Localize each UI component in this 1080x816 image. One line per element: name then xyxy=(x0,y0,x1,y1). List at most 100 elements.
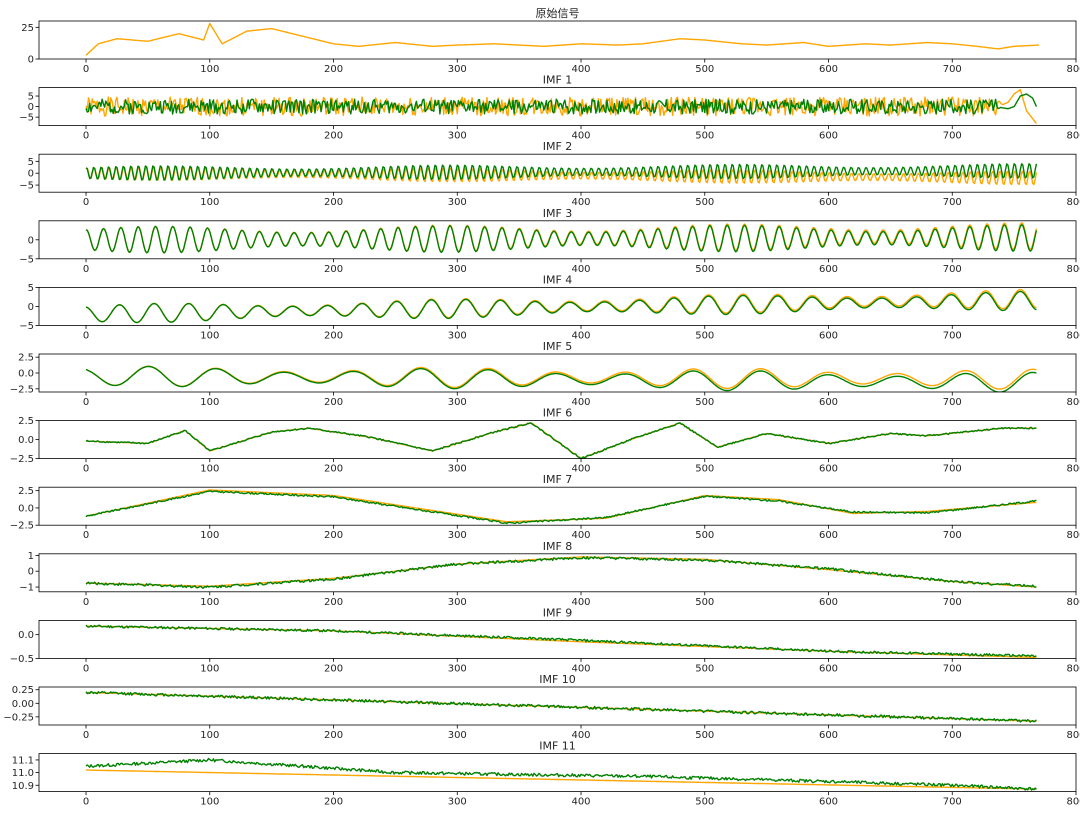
series-line-1 xyxy=(85,224,1038,254)
x-tick-label: 0 xyxy=(83,397,89,408)
x-tick-label: 300 xyxy=(448,64,467,75)
x-tick-label: 600 xyxy=(819,397,838,408)
x-tick-label: 0 xyxy=(83,64,89,75)
x-tick-label: 800 xyxy=(1066,797,1080,808)
y-tick-label: −2.5 xyxy=(10,384,34,395)
x-tick-label: 500 xyxy=(695,797,714,808)
y-tick-label: 2.5 xyxy=(18,486,34,497)
subplot-3: IMF 3 0 100 200 300 400 500 600 700 800 −5 0 xyxy=(19,207,1080,275)
x-tick-label: 500 xyxy=(695,397,714,408)
x-tick-label: 100 xyxy=(200,530,219,541)
series-line-1 xyxy=(85,624,1037,658)
x-tick-label: 200 xyxy=(324,464,343,475)
subplot-2: IMF 20100200300400500600700800−505 xyxy=(19,140,1080,208)
x-tick-label: 200 xyxy=(324,597,343,608)
x-tick-label: 100 xyxy=(200,64,219,75)
x-tick-label: 300 xyxy=(448,663,467,674)
x-tick-label: 700 xyxy=(943,530,962,541)
x-tick-label: 100 xyxy=(200,131,219,142)
x-tick-label: 400 xyxy=(571,730,590,741)
y-tick-label: 11.1 xyxy=(12,755,34,766)
y-tick-label: 0 xyxy=(28,102,34,113)
y-tick-label: 11.0 xyxy=(12,768,34,779)
series-line-0 xyxy=(86,556,1037,588)
x-tick-label: 500 xyxy=(695,330,714,341)
subplot-title: IMF 8 xyxy=(543,540,573,553)
y-tick-label: −1 xyxy=(19,583,34,594)
y-tick-label: 0 xyxy=(28,235,34,246)
x-tick-label: 200 xyxy=(324,530,343,541)
y-tick-label: −5 xyxy=(19,321,34,332)
x-tick-label: 800 xyxy=(1066,131,1080,142)
x-tick-label: 800 xyxy=(1066,464,1080,475)
axes-frame xyxy=(38,286,1077,326)
series-line-1 xyxy=(85,757,1037,791)
subplot-11: IMF 11 0 100 200 300 400 500 600 700 800 10.9 11.0 1… xyxy=(12,740,1080,808)
y-tick-label: −2.5 xyxy=(10,454,34,465)
subplot-4: IMF 4 0 100 200 300 400 500 600 700 800 −5 0 5 xyxy=(19,273,1080,341)
series-line-1 xyxy=(85,93,1038,115)
x-tick-label: 600 xyxy=(819,330,838,341)
x-tick-label: 500 xyxy=(695,530,714,541)
x-tick-label: 700 xyxy=(943,131,962,142)
x-tick-label: 600 xyxy=(819,64,838,75)
y-tick-label: −5 xyxy=(19,181,34,192)
series-line-0 xyxy=(85,89,1037,124)
subplot-title: IMF 2 xyxy=(543,140,573,153)
y-tick-label: 5 xyxy=(28,283,34,294)
subplot-title: IMF 4 xyxy=(543,273,573,286)
x-tick-label: 400 xyxy=(571,64,590,75)
y-tick-label: −0.25 xyxy=(3,712,34,723)
x-tick-label: 600 xyxy=(819,131,838,142)
series-line-0 xyxy=(86,769,1037,790)
x-tick-label: 100 xyxy=(200,797,219,808)
axes-frame xyxy=(38,620,1077,659)
series-line-0 xyxy=(85,22,1039,56)
y-tick-label: 25 xyxy=(21,23,34,34)
y-tick-label: 0.0 xyxy=(18,435,34,446)
series-line-1 xyxy=(85,163,1038,181)
x-tick-label: 800 xyxy=(1066,597,1080,608)
x-tick-label: 400 xyxy=(571,197,590,208)
x-tick-label: 700 xyxy=(943,264,962,275)
y-tick-label: 2.5 xyxy=(18,353,34,364)
series-line-1 xyxy=(85,490,1037,525)
subplot-title: IMF 5 xyxy=(543,340,573,353)
x-tick-label: 0 xyxy=(83,530,89,541)
series-line-0 xyxy=(85,365,1037,390)
x-tick-label: 300 xyxy=(448,730,467,741)
x-tick-label: 500 xyxy=(695,730,714,741)
axes-frame xyxy=(38,553,1077,593)
x-tick-label: 400 xyxy=(571,530,590,541)
y-tick-label: 0.25 xyxy=(12,685,34,696)
x-tick-label: 700 xyxy=(943,663,962,674)
x-tick-label: 100 xyxy=(200,397,219,408)
y-tick-label: 2.5 xyxy=(18,416,34,427)
x-tick-label: 300 xyxy=(448,264,467,275)
x-tick-label: 0 xyxy=(83,797,89,808)
x-tick-label: 800 xyxy=(1066,264,1080,275)
x-tick-label: 200 xyxy=(324,330,343,341)
x-tick-label: 600 xyxy=(819,264,838,275)
x-tick-label: 0 xyxy=(83,597,89,608)
x-tick-label: 100 xyxy=(200,597,219,608)
x-tick-label: 300 xyxy=(448,397,467,408)
subplot-6: IMF 6 0 100 200 300 400 500 600 700 800 −2.5 0.0 2.5 xyxy=(10,407,1080,475)
series-line-1 xyxy=(85,556,1037,589)
series-line-1 xyxy=(85,365,1037,392)
x-tick-label: 400 xyxy=(571,797,590,808)
x-tick-label: 400 xyxy=(571,264,590,275)
subplot-title: IMF 1 xyxy=(543,74,573,87)
subplot-1: IMF 10100200300400500600700800−505 xyxy=(19,74,1080,142)
x-tick-label: 100 xyxy=(200,264,219,275)
subplot-title: IMF 6 xyxy=(543,407,573,420)
y-tick-label: 0 xyxy=(28,55,34,66)
x-tick-label: 0 xyxy=(83,464,89,475)
y-tick-label: 1 xyxy=(28,551,34,562)
x-tick-label: 200 xyxy=(324,264,343,275)
x-tick-label: 200 xyxy=(324,197,343,208)
y-tick-label: 0.0 xyxy=(18,630,34,641)
x-tick-label: 600 xyxy=(819,464,838,475)
x-tick-label: 600 xyxy=(819,530,838,541)
subplot-8: IMF 8 0 100 200 300 400 500 600 700 800 −1 0 1 xyxy=(19,540,1080,608)
